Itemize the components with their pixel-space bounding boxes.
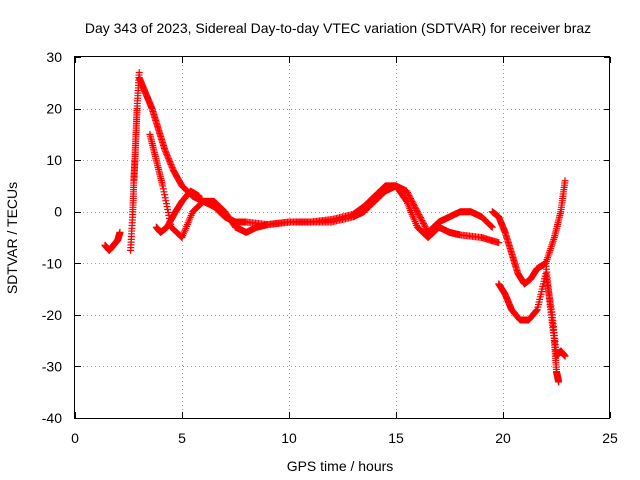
data-point (413, 208, 421, 216)
data-point (545, 248, 553, 256)
x-tick-label: 20 (495, 430, 511, 446)
data-point (167, 161, 175, 169)
y-axis-label: SDTVAR / TECUs (4, 182, 20, 294)
data-point (116, 228, 124, 236)
data-point (421, 222, 429, 230)
data-point (561, 352, 569, 360)
data-point (163, 150, 171, 158)
series-1 (127, 68, 143, 254)
data-point (159, 182, 167, 190)
data-point (166, 158, 174, 166)
series-5 (488, 177, 569, 288)
data-point (163, 203, 171, 211)
data-point (545, 250, 553, 258)
y-tick-label: -20 (42, 307, 62, 323)
data-point (160, 188, 168, 196)
plot-frame (74, 56, 610, 419)
data-point (407, 194, 415, 202)
data-point (403, 187, 411, 195)
data-point (163, 152, 171, 160)
data-point (411, 203, 419, 211)
data-point (547, 245, 555, 253)
y-tick-label: 0 (54, 204, 62, 220)
data-point (488, 222, 496, 230)
data-point (195, 192, 203, 200)
data-point (418, 217, 426, 225)
x-tick-label: 5 (178, 430, 186, 446)
data-point (405, 192, 413, 200)
data-point (162, 197, 170, 205)
data-point (420, 220, 428, 228)
y-tick-label: 10 (46, 152, 62, 168)
x-tick-labels: 0 5 10 15 20 25 (71, 430, 618, 446)
data-point (410, 202, 418, 210)
data-point (417, 215, 425, 223)
series-0 (101, 228, 124, 254)
data-point (561, 177, 569, 185)
chart-title: Day 343 of 2023, Sidereal Day-to-day VTE… (85, 20, 591, 36)
data-point (168, 164, 176, 172)
data-point (164, 153, 172, 161)
data-point (555, 378, 563, 386)
data-point (532, 307, 540, 315)
data-point (495, 239, 503, 247)
data-point (161, 194, 169, 202)
series-3 (146, 130, 503, 247)
data-point (161, 146, 169, 154)
y-tick-label: -40 (42, 410, 62, 426)
data-point (548, 241, 556, 249)
x-axis-label: GPS time / hours (287, 458, 394, 474)
data-point (404, 190, 412, 198)
data-points (101, 68, 569, 386)
data-point (549, 237, 557, 245)
data-point (159, 185, 167, 193)
data-point (544, 252, 552, 260)
x-tick-label: 0 (71, 430, 79, 446)
series-7 (542, 259, 563, 386)
data-point (414, 209, 422, 217)
data-point (419, 218, 427, 226)
data-point (488, 223, 496, 231)
series-6 (495, 270, 569, 360)
data-point (422, 224, 430, 232)
data-point (402, 196, 410, 204)
data-point (413, 206, 421, 214)
data-point (403, 189, 411, 197)
data-point (547, 243, 555, 251)
data-point (406, 193, 414, 201)
y-tick-label: 20 (46, 101, 62, 117)
y-tick-label: -10 (42, 255, 62, 271)
data-point (412, 205, 420, 213)
y-tick-label: 30 (46, 49, 62, 65)
data-point (549, 239, 557, 247)
x-tick-label: 25 (602, 430, 618, 446)
data-point (533, 306, 541, 314)
data-point (546, 246, 554, 254)
data-point (415, 211, 423, 219)
data-point (165, 155, 173, 163)
data-point (416, 214, 424, 222)
data-point (165, 156, 173, 164)
series-4 (152, 187, 203, 236)
data-point (416, 212, 424, 220)
data-point (550, 235, 558, 243)
data-point (487, 222, 495, 230)
data-point (420, 221, 428, 229)
data-point (168, 162, 176, 170)
data-point (161, 147, 169, 155)
y-tick-labels: -40 -30 -20 -10 0 10 20 30 (42, 49, 62, 426)
data-point (410, 200, 418, 208)
data-point (166, 159, 174, 167)
data-point (162, 200, 170, 208)
data-point (164, 206, 172, 214)
data-point (161, 191, 169, 199)
y-tick-label: -30 (42, 358, 62, 374)
data-point (162, 149, 170, 157)
data-point (164, 208, 172, 216)
x-tick-label: 15 (388, 430, 404, 446)
x-tick-label: 10 (281, 430, 297, 446)
